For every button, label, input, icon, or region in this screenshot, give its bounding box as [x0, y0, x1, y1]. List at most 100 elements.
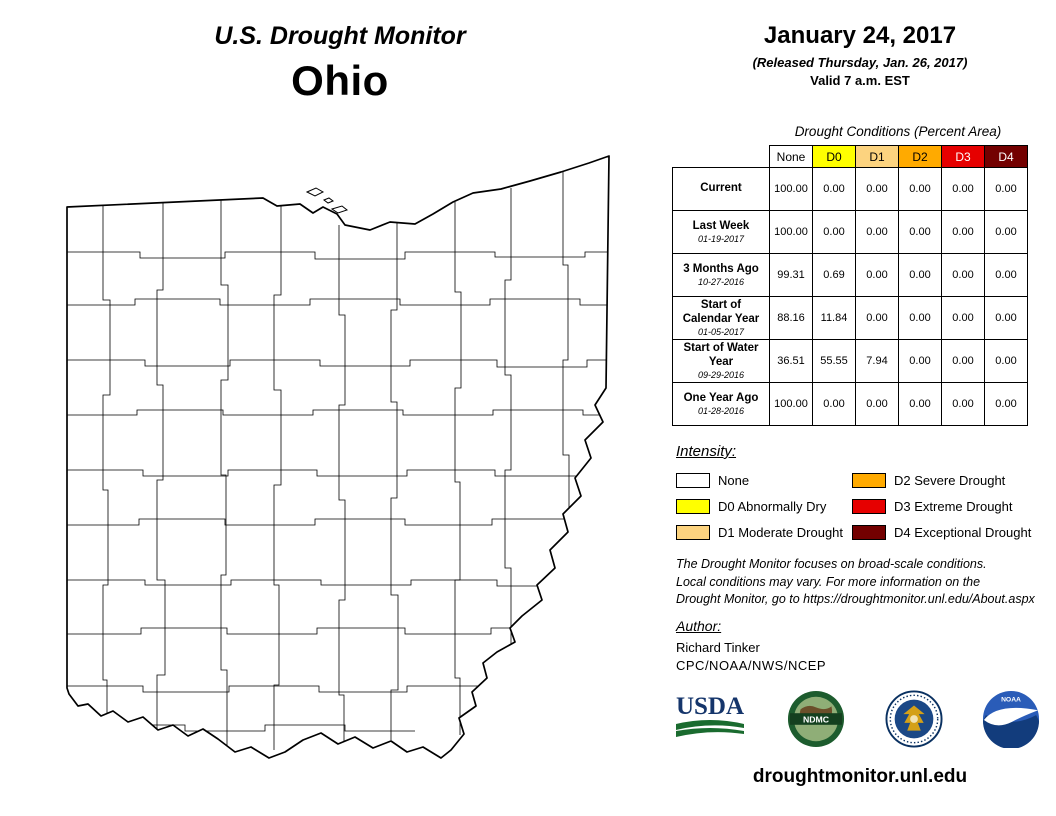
ndmc-logo-text: NDMC: [803, 714, 830, 724]
percent-cell: 0.00: [812, 382, 856, 426]
county-boundaries: [67, 172, 608, 755]
row-label: Current: [672, 167, 770, 211]
percent-cell: 0.00: [855, 167, 899, 211]
row-label: 3 Months Ago 10-27-2016: [672, 253, 770, 297]
usda-logo: USDA: [672, 694, 748, 744]
percent-cell: 0.00: [941, 339, 985, 383]
table-row-one-year-ago: One Year Ago 01-28-2016 100.00 0.00 0.00…: [672, 382, 1028, 426]
legend-label: D2 Severe Drought: [894, 472, 1006, 488]
percent-cell: 0.00: [812, 210, 856, 254]
table-row-start-water-year: Start of Water Year 09-29-2016 36.51 55.…: [672, 339, 1028, 383]
legend-label: D3 Extreme Drought: [894, 498, 1013, 514]
legend-item-d1: D1 Moderate Drought: [676, 519, 852, 545]
legend-label: D1 Moderate Drought: [718, 524, 844, 540]
author-heading: Author:: [676, 618, 722, 634]
drought-conditions-table: None D0 D1 D2 D3 D4 Current 100.00 0.00 …: [672, 145, 1028, 426]
percent-cell: 0.00: [984, 296, 1028, 340]
legend-swatch-d0: [676, 498, 710, 514]
table-title: Drought Conditions (Percent Area): [794, 124, 1002, 139]
disclaimer-text: The Drought Monitor focuses on broad-sca…: [676, 556, 1035, 609]
report-title: U.S. Drought Monitor: [214, 22, 466, 50]
percent-cell: 7.94: [855, 339, 899, 383]
percent-cell: 100.00: [769, 167, 813, 211]
column-header-d0: D0: [812, 145, 856, 168]
percent-cell: 0.00: [898, 167, 942, 211]
disclaimer-line: The Drought Monitor focuses on broad-sca…: [676, 557, 987, 571]
percent-cell: 0.00: [941, 253, 985, 297]
disclaimer-line: Drought Monitor, go to https://droughtmo…: [676, 592, 1035, 606]
intensity-legend: None D0 Abnormally Dry D1 Moderate Droug…: [676, 467, 1040, 545]
percent-cell: 55.55: [812, 339, 856, 383]
legend-item-d2: D2 Severe Drought: [852, 467, 1040, 493]
state-outline: [66, 155, 610, 759]
state-fill: [67, 156, 609, 758]
legend-item-none: None: [676, 467, 852, 493]
valid-time: Valid 7 a.m. EST: [810, 73, 910, 88]
legend-item-d4: D4 Exceptional Drought: [852, 519, 1040, 545]
percent-cell: 99.31: [769, 253, 813, 297]
table-row-current: Current 100.00 0.00 0.00 0.00 0.00 0.00: [672, 167, 1028, 211]
legend-swatch-d4: [852, 524, 886, 540]
column-header-d1: D1: [855, 145, 899, 168]
state-name: Ohio: [291, 57, 389, 104]
percent-cell: 11.84: [812, 296, 856, 340]
percent-cell: 0.00: [898, 296, 942, 340]
percent-cell: 0.00: [984, 253, 1028, 297]
column-header-d4: D4: [984, 145, 1028, 168]
percent-cell: 0.00: [898, 339, 942, 383]
noaa-logo: NOAA: [982, 690, 1040, 748]
percent-cell: 0.00: [855, 253, 899, 297]
percent-cell: 0.00: [984, 167, 1028, 211]
lake-erie-islands: [305, 187, 349, 214]
table-row-last-week: Last Week 01-19-2017 100.00 0.00 0.00 0.…: [672, 210, 1028, 254]
percent-cell: 0.00: [941, 167, 985, 211]
percent-cell: 100.00: [769, 210, 813, 254]
usda-swoosh-icon: [676, 720, 744, 737]
percent-cell: 88.16: [769, 296, 813, 340]
percent-cell: 100.00: [769, 382, 813, 426]
table-corner-cell: [672, 145, 770, 168]
legend-swatch-none: [676, 472, 710, 488]
usda-logo-text: USDA: [675, 693, 745, 720]
percent-cell: 0.00: [855, 210, 899, 254]
percent-cell: 0.00: [941, 382, 985, 426]
legend-item-d0: D0 Abnormally Dry: [676, 493, 852, 519]
legend-label: None: [718, 472, 750, 488]
intensity-title: Intensity:: [676, 443, 737, 460]
percent-cell: 0.00: [984, 210, 1028, 254]
release-date: (Released Thursday, Jan. 26, 2017): [752, 55, 968, 70]
row-label: Last Week 01-19-2017: [672, 210, 770, 254]
percent-cell: 0.00: [941, 296, 985, 340]
legend-swatch-d1: [676, 524, 710, 540]
percent-cell: 0.00: [898, 382, 942, 426]
column-header-none: None: [769, 145, 813, 168]
commerce-seal-logo: [885, 690, 943, 748]
table-header-row: None D0 D1 D2 D3 D4: [672, 145, 1028, 168]
percent-cell: 0.69: [812, 253, 856, 297]
report-date: January 24, 2017: [763, 22, 957, 49]
noaa-logo-text: NOAA: [1001, 697, 1021, 704]
percent-cell: 0.00: [941, 210, 985, 254]
percent-cell: 0.00: [898, 210, 942, 254]
footer-url: droughtmonitor.unl.edu: [752, 766, 968, 787]
column-header-d3: D3: [941, 145, 985, 168]
author-name: Richard Tinker: [676, 640, 760, 655]
disclaimer-line: Local conditions may vary. For more info…: [676, 574, 981, 589]
legend-swatch-d2: [852, 472, 886, 488]
column-header-d2: D2: [898, 145, 942, 168]
legend-label: D0 Abnormally Dry: [718, 498, 827, 514]
agency-logos: USDA NDMC NOAA: [672, 686, 1040, 752]
table-row-start-calendar-year: Start of Calendar Year 01-05-2017 88.16 …: [672, 296, 1028, 340]
percent-cell: 0.00: [812, 167, 856, 211]
percent-cell: 0.00: [984, 382, 1028, 426]
percent-cell: 0.00: [855, 296, 899, 340]
table-row-3-months-ago: 3 Months Ago 10-27-2016 99.31 0.69 0.00 …: [672, 253, 1028, 297]
ndmc-logo: NDMC: [788, 690, 845, 748]
ohio-map-svg: [66, 155, 610, 759]
row-label: Start of Calendar Year 01-05-2017: [672, 296, 770, 340]
percent-cell: 0.00: [855, 382, 899, 426]
percent-cell: 36.51: [769, 339, 813, 383]
date-block: January 24, 2017 (Released Thursday, Jan…: [680, 22, 1040, 88]
author-org: CPC/NOAA/NWS/NCEP: [676, 658, 827, 673]
